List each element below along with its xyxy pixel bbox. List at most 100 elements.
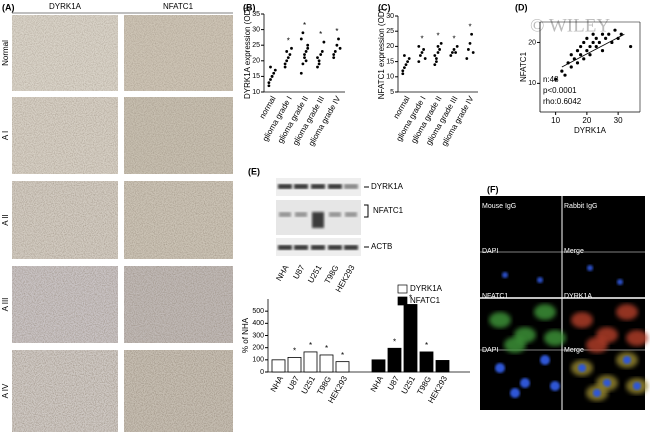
y-axis-label: NFATC1 expression (OD) <box>377 8 386 99</box>
data-point <box>470 32 473 36</box>
row-label: A II <box>1 214 10 226</box>
band <box>311 245 325 250</box>
data-point <box>332 56 336 60</box>
data-point <box>320 50 324 53</box>
data-point <box>338 46 342 50</box>
significance: * <box>335 27 338 36</box>
data-point <box>304 50 308 53</box>
data-point <box>600 49 605 53</box>
data-point <box>401 72 405 76</box>
significance: * <box>309 341 312 350</box>
band <box>295 212 307 217</box>
data-point <box>403 54 406 57</box>
fluor-label: DYRK1A <box>564 293 592 300</box>
data-point <box>285 59 289 63</box>
band <box>311 184 325 189</box>
micrograph-texture <box>124 266 233 343</box>
band <box>329 212 341 217</box>
y-tick-label: 30 <box>386 13 394 20</box>
data-point <box>591 32 595 36</box>
data-point <box>467 48 470 51</box>
data-point <box>560 69 564 73</box>
nucleus <box>550 381 560 391</box>
data-point <box>417 45 421 48</box>
y-tick-label: 30 <box>252 26 260 33</box>
panel-label: (C) <box>378 2 391 12</box>
nucleus <box>623 356 631 364</box>
data-point <box>597 40 601 45</box>
fluor-label: Rabbit IgG <box>564 203 597 210</box>
lane-label: U87 <box>291 263 306 281</box>
data-point <box>301 31 305 35</box>
bar <box>271 359 286 373</box>
row-label: A I <box>1 131 10 140</box>
data-point <box>333 50 337 53</box>
band <box>344 245 358 250</box>
data-point <box>423 57 427 60</box>
data-point <box>582 40 586 45</box>
y-tick-label: 300 <box>252 332 264 339</box>
data-point <box>286 56 290 60</box>
y-tick-label: 100 <box>252 357 264 364</box>
band <box>279 212 291 217</box>
bar <box>387 347 402 373</box>
data-point <box>404 63 408 67</box>
y-tick-label: 5 <box>390 89 394 96</box>
band <box>328 245 342 250</box>
y-tick-label: 10 <box>386 74 394 81</box>
data-point <box>332 53 336 56</box>
y-axis-label: % of NHA <box>241 317 250 353</box>
legend-label: DYRK1A <box>410 284 443 293</box>
data-point <box>435 57 438 60</box>
x-tick-label: 20 <box>582 116 591 125</box>
cell-red <box>626 330 648 346</box>
legend-label: NFATC1 <box>410 296 441 305</box>
significance: * <box>409 294 412 303</box>
cell-red <box>616 304 638 320</box>
data-point <box>317 62 321 66</box>
data-point <box>435 60 438 63</box>
significance: * <box>287 36 290 45</box>
bar <box>371 359 386 373</box>
data-point <box>335 43 339 47</box>
data-point <box>575 49 580 53</box>
y-tick-label: 20 <box>528 39 536 46</box>
significance: * <box>436 31 439 40</box>
watermark: © WILEY <box>530 15 610 36</box>
stat-annotation: p<0.0001 <box>543 86 577 95</box>
data-point <box>301 62 305 66</box>
cell-red <box>586 337 608 353</box>
data-point <box>454 51 457 54</box>
y-tick-label: 25 <box>386 28 394 35</box>
fluor-label: Merge <box>564 347 584 354</box>
nucleus <box>540 355 550 365</box>
panel-label: (B) <box>243 2 256 12</box>
data-point <box>403 66 406 70</box>
y-tick-label: 400 <box>252 320 264 327</box>
bar <box>319 354 334 373</box>
y-axis-label: NFATC1 <box>519 51 528 82</box>
fluor-label: DAPI <box>482 248 498 255</box>
fluor-label: DAPI <box>482 347 498 354</box>
data-point <box>604 36 608 40</box>
micrograph-texture <box>12 266 118 343</box>
nucleus <box>593 389 601 397</box>
nucleus <box>617 279 623 285</box>
row-label: A III <box>1 298 10 312</box>
cell-red <box>571 312 593 328</box>
data-point <box>337 37 340 41</box>
bar <box>403 304 418 373</box>
data-point <box>449 54 453 57</box>
fluor-label: Merge <box>564 248 584 255</box>
band <box>312 212 324 228</box>
micrograph-texture <box>124 97 233 174</box>
nucleus <box>587 265 593 271</box>
cell-green <box>544 330 566 346</box>
band <box>278 245 292 250</box>
data-point <box>316 65 319 69</box>
data-point <box>317 59 321 63</box>
data-point <box>433 54 437 57</box>
cell-green <box>534 304 556 320</box>
data-point <box>585 49 589 53</box>
row-label: A IV <box>1 383 10 398</box>
